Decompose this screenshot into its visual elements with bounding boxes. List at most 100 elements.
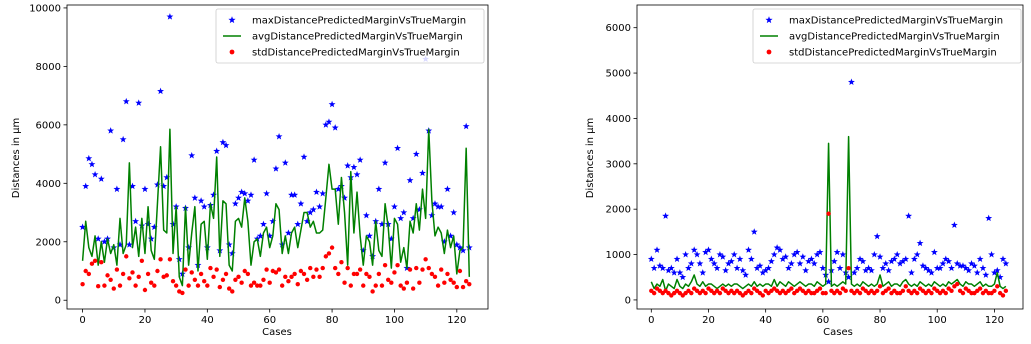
data-point-star: [939, 260, 947, 267]
data-point-star: [375, 185, 383, 193]
data-point-dot: [903, 284, 908, 289]
data-point-star: [742, 271, 750, 278]
data-point-dot: [83, 268, 88, 274]
y-tick-label: 10000: [29, 3, 61, 14]
data-point-dot: [320, 265, 325, 271]
data-point-star: [359, 246, 367, 254]
data-point-star: [685, 264, 692, 272]
data-point-star: [819, 264, 827, 272]
data-point-dot: [395, 262, 400, 268]
data-point-star: [147, 235, 155, 242]
data-point-star: [219, 138, 227, 146]
legend-box: [752, 8, 1022, 64]
data-point-star: [284, 229, 292, 236]
data-point-dot: [220, 277, 226, 282]
data-point-dot: [749, 290, 754, 296]
data-point-star: [266, 232, 274, 239]
chart-right: 0 20 40 60 80 100 120 0 1000 2000 3000 4000 5000 6000…: [585, 4, 1024, 338]
data-point-star: [739, 266, 747, 274]
data-point-star: [756, 262, 764, 269]
data-point-dot: [286, 279, 291, 284]
y-tick-label: 4000: [36, 179, 61, 190]
data-point-dot: [230, 289, 235, 294]
y-tick-label: 0: [625, 295, 631, 306]
data-point-star: [802, 266, 810, 274]
y-tick-label: 6000: [36, 120, 61, 131]
data-point-dot: [760, 293, 766, 298]
data-point-star: [113, 185, 121, 193]
data-point-dot: [304, 277, 310, 282]
data-point-star: [719, 253, 727, 260]
data-point-dot: [442, 280, 447, 285]
data-point-star: [288, 191, 295, 198]
y-tick-label: 6000: [606, 23, 631, 34]
data-point-dot: [183, 267, 188, 272]
data-point-star: [745, 246, 752, 253]
data-point-star: [228, 249, 236, 257]
data-point-star: [185, 244, 193, 251]
data-point-dot: [301, 271, 307, 277]
legend-label: maxDistancePredictedMarginVsTrueMargin: [789, 16, 1003, 27]
legend-box: [215, 8, 485, 64]
data-point-dot: [127, 276, 132, 281]
data-point-star: [762, 266, 770, 274]
data-point-dot: [267, 280, 272, 285]
data-point-star: [919, 262, 927, 269]
legend: maxDistancePredictedMarginVsTrueMargin av…: [752, 8, 1022, 64]
data-point-star: [882, 260, 890, 267]
data-point-dot: [826, 211, 831, 216]
data-point-star: [736, 255, 744, 262]
data-point-star: [916, 239, 924, 247]
legend-star-swatch: [765, 16, 773, 24]
data-point-star: [378, 220, 386, 228]
data-point-star: [968, 260, 975, 267]
data-point-star: [231, 200, 239, 207]
series-line: [81, 128, 471, 287]
data-point-dot: [283, 274, 288, 280]
data-point-star: [790, 250, 798, 258]
data-point-dot: [370, 289, 375, 294]
data-point-dot: [460, 284, 466, 290]
data-point-dot: [877, 284, 883, 289]
data-point-dot: [317, 274, 322, 280]
data-point-star: [341, 194, 348, 201]
data-point-star: [953, 260, 961, 267]
data-point-star: [899, 257, 907, 265]
data-point-star: [653, 246, 661, 253]
data-point-dot: [789, 286, 794, 291]
data-point-star: [213, 147, 221, 155]
data-point-star: [303, 217, 311, 225]
x-tick-label: 120: [447, 315, 466, 326]
data-point-dot: [354, 271, 360, 277]
data-point-star: [665, 266, 672, 274]
data-point-star: [97, 175, 105, 182]
data-point-dot: [314, 267, 319, 272]
data-point-dot: [846, 265, 851, 271]
y-axis-label-left: Distances in µm: [11, 118, 22, 199]
data-point-star: [990, 269, 998, 276]
data-point-star: [85, 154, 93, 162]
data-point-dot: [255, 283, 260, 288]
data-point-star: [928, 269, 935, 276]
data-point-star: [150, 223, 158, 231]
data-point-star: [667, 264, 675, 272]
data-point-star: [905, 212, 913, 219]
data-point-star: [362, 211, 370, 219]
data-point-dot: [435, 283, 441, 288]
data-point-star: [235, 194, 242, 201]
data-point-dot: [145, 271, 151, 277]
data-point-star: [394, 144, 401, 152]
data-point-star: [297, 200, 305, 207]
data-point-star: [747, 255, 755, 262]
data-point-dot: [211, 274, 216, 280]
data-point-star: [188, 151, 196, 159]
data-point-star: [693, 250, 701, 258]
data-point-star: [839, 250, 847, 258]
data-point-dot: [308, 265, 313, 271]
data-point-star: [656, 262, 664, 269]
data-point-dot: [164, 273, 169, 278]
data-point-star: [785, 264, 792, 272]
data-point-star: [710, 260, 718, 267]
data-point-star: [175, 255, 183, 263]
data-point-star: [462, 122, 470, 130]
